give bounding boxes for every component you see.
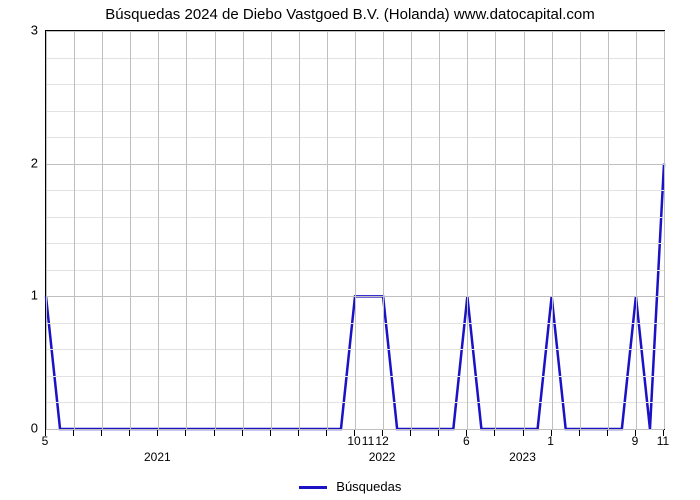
legend: Búsquedas (0, 479, 700, 494)
xtick-year-label: 2023 (509, 450, 536, 464)
gridline-v (524, 31, 525, 429)
gridline-v (74, 31, 75, 429)
xtick-label: 1 (547, 434, 554, 448)
gridline-v (215, 31, 216, 429)
gridline-v (383, 31, 384, 429)
xtick (185, 430, 186, 436)
xtick (298, 430, 299, 436)
xtick-label: 5 (42, 434, 49, 448)
gridline-v (355, 31, 356, 429)
xtick (242, 430, 243, 436)
xtick-label: 12 (375, 434, 388, 448)
xtick (157, 430, 158, 436)
legend-label: Búsquedas (336, 479, 401, 494)
xtick (101, 430, 102, 436)
gridline-v (552, 31, 553, 429)
gridline-v (271, 31, 272, 429)
gridline-v (243, 31, 244, 429)
xtick (523, 430, 524, 436)
plot-area (45, 30, 665, 430)
gridline-v (186, 31, 187, 429)
ytick-label: 0 (8, 421, 38, 436)
gridline-v (158, 31, 159, 429)
gridline-v (102, 31, 103, 429)
gridline-v (46, 31, 47, 429)
xtick (494, 430, 495, 436)
gridline-h (46, 429, 664, 430)
xtick-label: 11 (657, 434, 669, 448)
gridline-v (439, 31, 440, 429)
xtick (579, 430, 580, 436)
chart-title: Búsquedas 2024 de Diebo Vastgoed B.V. (H… (0, 6, 700, 23)
xtick-label: 6 (463, 434, 470, 448)
gridline-v (664, 31, 665, 429)
gridline-v (411, 31, 412, 429)
xtick (438, 430, 439, 436)
xtick (270, 430, 271, 436)
xtick (214, 430, 215, 436)
gridline-v (636, 31, 637, 429)
gridline-v (467, 31, 468, 429)
xtick (410, 430, 411, 436)
gridline-v (130, 31, 131, 429)
legend-swatch (299, 486, 327, 489)
ytick-label: 1 (8, 288, 38, 303)
xtick-year-label: 2021 (144, 450, 171, 464)
gridline-v (327, 31, 328, 429)
xtick (607, 430, 608, 436)
gridline-v (299, 31, 300, 429)
ytick-label: 2 (8, 155, 38, 170)
ytick-label: 3 (8, 23, 38, 38)
xtick-year-label: 2022 (369, 450, 396, 464)
gridline-v (495, 31, 496, 429)
xtick-label: 11 (362, 434, 374, 448)
xtick (129, 430, 130, 436)
xtick (73, 430, 74, 436)
xtick-label: 10 (347, 434, 360, 448)
gridline-v (580, 31, 581, 429)
xtick (326, 430, 327, 436)
xtick-label: 9 (632, 434, 639, 448)
gridline-v (608, 31, 609, 429)
